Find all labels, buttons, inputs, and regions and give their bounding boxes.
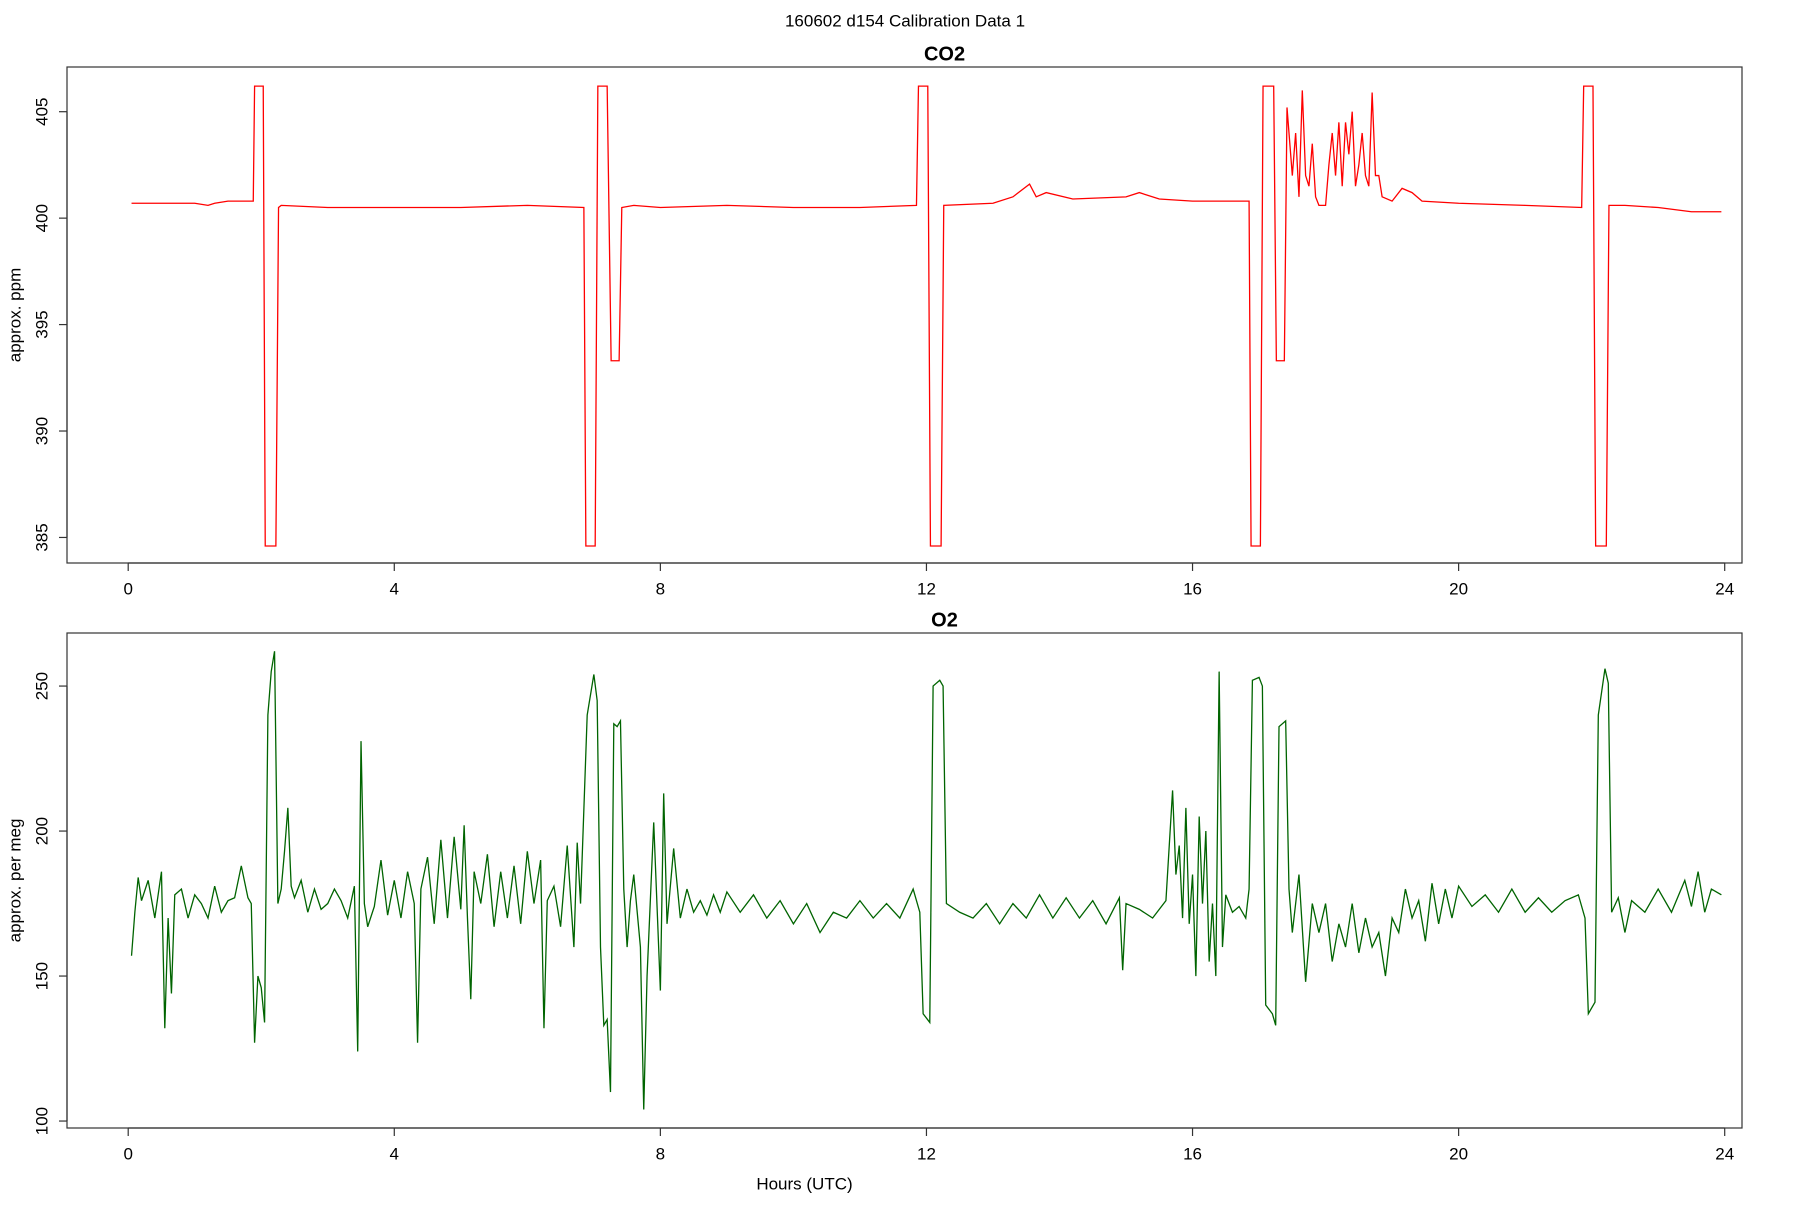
x-tick-label: 24 <box>1715 579 1734 598</box>
page-title: 160602 d154 Calibration Data 1 <box>785 11 1025 30</box>
y-tick-label: 395 <box>32 310 51 338</box>
x-tick-label: 20 <box>1449 579 1468 598</box>
data-line <box>131 85 1722 547</box>
x-tick-label: 12 <box>917 579 936 598</box>
x-tick-label: 16 <box>1183 1144 1202 1163</box>
x-tick-label: 20 <box>1449 1144 1468 1163</box>
y-tick-label: 250 <box>32 672 51 700</box>
x-tick-label: 24 <box>1715 1144 1734 1163</box>
y-tick-label: 200 <box>32 817 51 845</box>
y-tick-label: 390 <box>32 417 51 445</box>
x-tick-label: 4 <box>390 579 399 598</box>
x-tick-label: 12 <box>917 1144 936 1163</box>
x-tick-label: 4 <box>390 1144 399 1163</box>
data-line <box>130 651 1722 1110</box>
x-tick-label: 8 <box>656 1144 665 1163</box>
x-tick-label: 8 <box>656 579 665 598</box>
y-tick-label: 150 <box>32 962 51 990</box>
panel-title: O2 <box>931 609 958 631</box>
plot-frame <box>66 632 1743 1129</box>
x-tick-label: 0 <box>123 579 132 598</box>
y-tick-label: 400 <box>32 204 51 232</box>
y-tick-label: 100 <box>32 1107 51 1135</box>
plot-frame <box>66 66 1743 564</box>
y-axis-label: approx. ppm <box>5 268 24 363</box>
x-tick-label: 16 <box>1183 579 1202 598</box>
y-axis-label: approx. per meg <box>5 819 24 943</box>
y-tick-label: 385 <box>32 523 51 551</box>
x-axis-label: Hours (UTC) <box>756 1174 852 1193</box>
panel-title: CO2 <box>924 43 965 65</box>
y-tick-label: 405 <box>32 98 51 126</box>
x-tick-label: 0 <box>123 1144 132 1163</box>
